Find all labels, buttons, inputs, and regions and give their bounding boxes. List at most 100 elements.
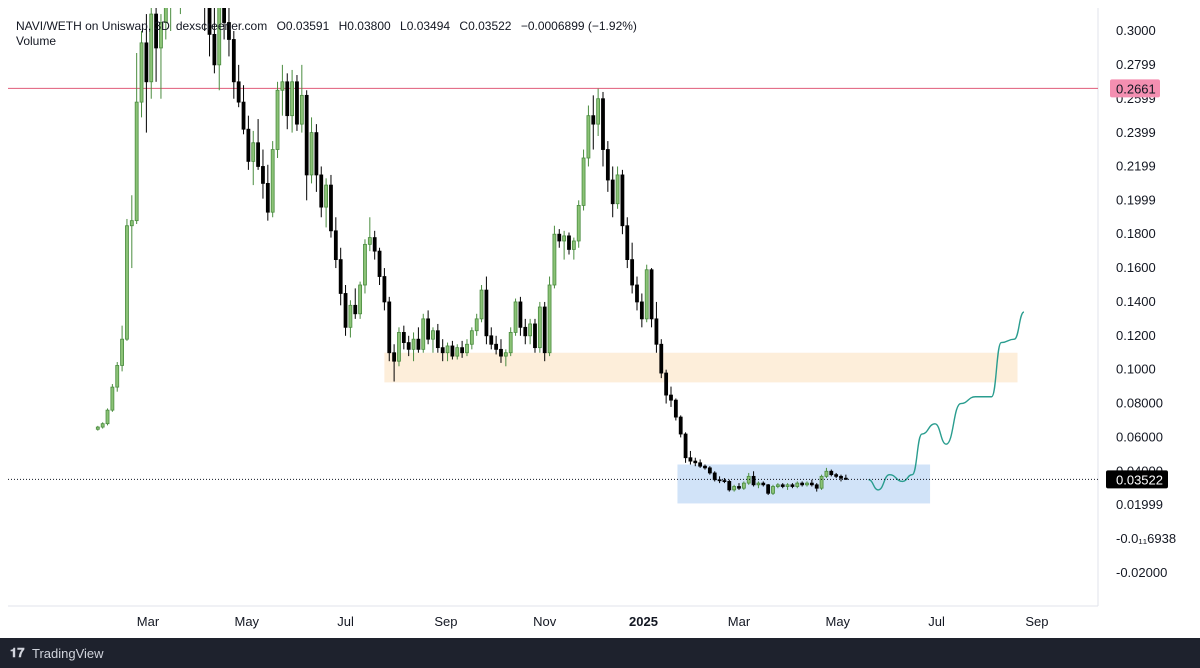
candle-90[interactable] xyxy=(533,318,537,353)
candle-27[interactable] xyxy=(227,0,231,57)
candle-97[interactable] xyxy=(567,232,571,255)
candle-62[interactable] xyxy=(397,327,401,367)
candle-43[interactable] xyxy=(304,90,309,201)
candle-32[interactable] xyxy=(251,130,256,186)
candle-45[interactable] xyxy=(314,124,319,192)
candle-150[interactable] xyxy=(824,467,829,479)
candle-44[interactable] xyxy=(309,117,314,184)
candle-130[interactable] xyxy=(727,479,732,492)
candle-101[interactable] xyxy=(586,105,591,167)
candle-83[interactable] xyxy=(499,339,503,363)
candle-0[interactable] xyxy=(95,425,100,431)
candle-127[interactable] xyxy=(712,471,717,482)
candle-95[interactable] xyxy=(557,229,562,248)
candle-93[interactable] xyxy=(547,276,552,357)
candle-52[interactable] xyxy=(348,300,353,338)
candle-26[interactable] xyxy=(222,0,227,40)
candle-146[interactable] xyxy=(805,481,809,487)
candle-91[interactable] xyxy=(537,301,542,353)
candle-149[interactable] xyxy=(819,474,824,490)
candle-81[interactable] xyxy=(489,327,494,350)
candle-113[interactable] xyxy=(644,264,649,323)
last-price-tag[interactable] xyxy=(1106,470,1168,489)
candle-4[interactable] xyxy=(115,362,120,392)
candle-42[interactable] xyxy=(299,64,304,133)
tradingview-logo-icon[interactable]: 𝟏𝟕 xyxy=(10,645,25,660)
symbol-label[interactable]: NAVI/WETH on Uniswap, 3D xyxy=(16,19,170,33)
candle-76[interactable] xyxy=(465,339,469,357)
candle-61[interactable] xyxy=(392,344,397,382)
candle-116[interactable] xyxy=(659,339,664,379)
candle-122[interactable] xyxy=(688,450,693,465)
candle-47[interactable] xyxy=(324,178,329,228)
candle-39[interactable] xyxy=(285,73,290,130)
candle-148[interactable] xyxy=(814,483,819,492)
candle-78[interactable] xyxy=(474,313,479,336)
candle-102[interactable] xyxy=(591,95,596,150)
candle-111[interactable] xyxy=(635,276,639,311)
candle-131[interactable] xyxy=(732,484,737,492)
candle-69[interactable] xyxy=(431,327,435,353)
candle-104[interactable] xyxy=(601,91,605,167)
candle-142[interactable] xyxy=(785,483,790,490)
candle-64[interactable] xyxy=(406,335,411,357)
candle-19[interactable] xyxy=(189,0,192,6)
time-axis[interactable]: Mar May Jul Sep Nov 2025 Mar May Jul Sep xyxy=(137,614,1049,629)
candle-56[interactable] xyxy=(367,217,372,252)
candle-55[interactable] xyxy=(363,239,367,294)
candle-6[interactable] xyxy=(125,218,129,341)
candle-68[interactable] xyxy=(426,310,431,345)
candle-136[interactable] xyxy=(756,481,761,489)
candle-9[interactable] xyxy=(139,31,144,118)
candle-112[interactable] xyxy=(639,293,644,328)
candle-82[interactable] xyxy=(494,335,499,355)
candle-152[interactable] xyxy=(834,472,839,479)
candle-73[interactable] xyxy=(450,340,455,360)
candle-36[interactable] xyxy=(270,141,275,218)
candle-121[interactable] xyxy=(683,432,688,463)
candle-35[interactable] xyxy=(265,164,270,221)
candle-66[interactable] xyxy=(416,327,421,353)
candle-118[interactable] xyxy=(669,386,673,407)
resistance-price-tag[interactable] xyxy=(1110,79,1160,98)
candle-84[interactable] xyxy=(503,349,508,367)
candle-80[interactable] xyxy=(484,276,489,345)
candle-60[interactable] xyxy=(387,296,392,362)
candle-125[interactable] xyxy=(703,464,707,470)
candle-series[interactable] xyxy=(95,0,848,495)
candle-5[interactable] xyxy=(120,325,124,372)
candle-25[interactable] xyxy=(217,0,222,91)
candle-140[interactable] xyxy=(775,483,780,489)
volume-label[interactable]: Volume xyxy=(16,34,57,48)
candle-22[interactable] xyxy=(203,0,206,31)
candle-71[interactable] xyxy=(440,339,445,362)
candle-79[interactable] xyxy=(479,285,484,323)
candle-133[interactable] xyxy=(741,481,746,490)
candle-58[interactable] xyxy=(377,247,382,285)
candle-38[interactable] xyxy=(280,64,285,116)
candle-17[interactable] xyxy=(179,0,182,15)
candle-48[interactable] xyxy=(329,174,333,238)
candle-50[interactable] xyxy=(338,247,343,306)
candle-37[interactable] xyxy=(275,81,280,158)
candle-33[interactable] xyxy=(256,119,261,170)
candle-119[interactable] xyxy=(673,398,678,421)
candle-40[interactable] xyxy=(290,69,295,133)
candle-51[interactable] xyxy=(343,285,348,336)
candle-108[interactable] xyxy=(620,169,625,235)
candle-109[interactable] xyxy=(625,217,630,269)
candle-123[interactable] xyxy=(693,457,698,467)
candle-10[interactable] xyxy=(144,14,149,133)
candle-11[interactable] xyxy=(149,0,154,99)
price-axis[interactable]: 0.30000.27990.25990.23990.21990.19990.18… xyxy=(1106,23,1176,580)
candle-67[interactable] xyxy=(421,313,426,353)
candle-134[interactable] xyxy=(746,472,751,485)
candle-21[interactable] xyxy=(198,0,201,6)
candle-49[interactable] xyxy=(333,217,338,269)
candle-28[interactable] xyxy=(231,31,236,99)
candle-34[interactable] xyxy=(261,149,265,199)
candle-31[interactable] xyxy=(246,115,251,170)
candle-139[interactable] xyxy=(771,484,775,495)
candle-110[interactable] xyxy=(630,242,635,294)
candle-132[interactable] xyxy=(737,483,741,490)
